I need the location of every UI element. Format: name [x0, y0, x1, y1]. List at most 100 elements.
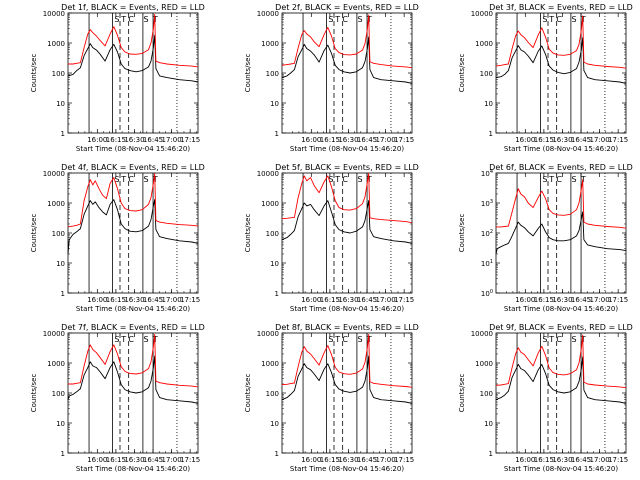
interval-marker: C	[342, 15, 348, 24]
x-tick-label: 16:00	[515, 136, 535, 144]
y-tick-label: 10	[270, 420, 279, 428]
chart-title: Det 6f, BLACK = Events, RED = LLD	[489, 163, 633, 172]
plot-frame	[67, 172, 199, 294]
x-tick-label: 16:00	[87, 296, 107, 304]
x-axis-label: Start Time (08-Nov-04 15:46:20)	[290, 145, 404, 153]
x-axis-label: Start Time (08-Nov-04 15:46:20)	[76, 465, 190, 473]
x-tick-label: 16:30	[552, 136, 572, 144]
x-tick-label: 17:00	[375, 296, 395, 304]
x-axis-label: Start Time (08-Nov-04 15:46:20)	[504, 145, 618, 153]
y-tick-label: 100	[52, 390, 65, 398]
x-axis-label: Start Time (08-Nov-04 15:46:20)	[76, 305, 190, 313]
y-tick-label: 1000	[261, 200, 279, 208]
interval-marker: S	[571, 335, 576, 344]
x-tick-label: 16:45	[571, 456, 591, 464]
y-tick-label: 1000	[261, 40, 279, 48]
interval-marker: S	[542, 335, 547, 344]
x-tick-label: 17:15	[394, 136, 414, 144]
series-line-events	[67, 355, 199, 404]
series-line-events	[281, 36, 413, 84]
plot-frame	[495, 172, 627, 294]
y-tick-label: 1	[275, 450, 279, 458]
y-axis-label: Counts/sec	[30, 54, 38, 93]
interval-marker: S	[328, 15, 333, 24]
x-tick-label: 16:00	[87, 136, 107, 144]
x-tick-label: 17:00	[589, 296, 609, 304]
y-axis-label: Counts/sec	[244, 54, 252, 93]
x-tick-label: 17:00	[589, 456, 609, 464]
y-tick-label: 100	[52, 70, 65, 78]
x-tick-label: 17:15	[394, 296, 414, 304]
x-tick-label: 17:15	[394, 456, 414, 464]
y-tick-label: 10	[270, 100, 279, 108]
interval-marker: C	[128, 15, 134, 24]
plot-frame	[281, 172, 413, 294]
interval-marker: S	[114, 15, 119, 24]
x-tick-label: 16:00	[87, 456, 107, 464]
x-tick-label: 17:15	[608, 456, 628, 464]
plot-frame	[281, 332, 413, 454]
interval-marker: C	[342, 175, 348, 184]
interval-marker: S	[328, 335, 333, 344]
interval-marker: S	[114, 175, 119, 184]
y-tick-label: 1000	[47, 360, 65, 368]
interval-marker: T	[548, 335, 554, 344]
y-axis-label: Counts/sec	[30, 374, 38, 413]
chart-panel-6: Det 6f, BLACK = Events, RED = LLD1001011…	[458, 163, 633, 313]
series-line-events	[281, 355, 413, 404]
x-tick-label: 16:45	[357, 296, 377, 304]
chart-title: Det 3f, BLACK = Events, RED = LLD	[489, 3, 633, 12]
interval-marker: S	[143, 175, 148, 184]
y-tick-label: 10000	[257, 170, 279, 178]
y-axis-label: Counts/sec	[244, 214, 252, 253]
x-tick-label: 17:15	[180, 136, 200, 144]
y-tick-label: 1000	[261, 360, 279, 368]
series-line-lld	[496, 179, 627, 229]
interval-marker: T	[120, 175, 126, 184]
x-tick-label: 16:30	[552, 296, 572, 304]
series-line-lld	[67, 173, 199, 228]
chart-panel-1: Det 1f, BLACK = Events, RED = LLD 1 10 100 1…	[30, 3, 205, 153]
x-tick-label: 16:45	[571, 296, 591, 304]
y-tick-label: 10	[56, 420, 65, 428]
x-tick-label: 16:45	[143, 456, 163, 464]
plot-frame	[495, 332, 627, 454]
plot-frame	[281, 12, 413, 134]
series-line-lld	[68, 13, 199, 68]
interval-marker: S	[542, 175, 547, 184]
y-tick-label: 1000	[475, 360, 493, 368]
x-tick-label: 16:30	[338, 136, 358, 144]
interval-marker: S	[328, 175, 333, 184]
y-axis-label: Counts/sec	[458, 214, 466, 253]
y-tick-label: 103	[481, 199, 493, 208]
y-tick-label: 10000	[43, 170, 65, 178]
y-axis-label: Counts/sec	[458, 54, 466, 93]
x-tick-label: 16:00	[301, 456, 321, 464]
x-tick-label: 16:15	[320, 136, 340, 144]
x-tick-label: 16:45	[143, 136, 163, 144]
x-tick-label: 16:30	[338, 456, 358, 464]
interval-marker: S	[143, 15, 148, 24]
x-tick-label: 16:00	[515, 296, 535, 304]
chart-panel-7: Det 7f, BLACK = Events, RED = LLD 1 10 100 1…	[30, 323, 205, 473]
x-tick-label: 16:15	[320, 296, 340, 304]
y-tick-label: 1000	[475, 40, 493, 48]
interval-marker: C	[128, 335, 134, 344]
x-tick-label: 17:00	[589, 136, 609, 144]
series-line-events	[67, 34, 199, 83]
interval-marker: T	[334, 175, 340, 184]
y-tick-exponent: 0	[490, 289, 493, 295]
x-tick-label: 17:15	[180, 456, 200, 464]
interval-marker: S	[357, 335, 362, 344]
x-tick-label: 17:15	[608, 136, 628, 144]
interval-marker: C	[556, 15, 562, 24]
y-axis-label: Counts/sec	[458, 374, 466, 413]
interval-marker: T	[548, 175, 554, 184]
x-tick-label: 17:00	[375, 136, 395, 144]
x-axis-label: Start Time (08-Nov-04 15:46:20)	[504, 305, 618, 313]
y-tick-label: 10000	[471, 10, 493, 18]
y-tick-label: 1000	[47, 200, 65, 208]
interval-marker: T	[120, 15, 126, 24]
x-tick-label: 16:15	[534, 456, 554, 464]
